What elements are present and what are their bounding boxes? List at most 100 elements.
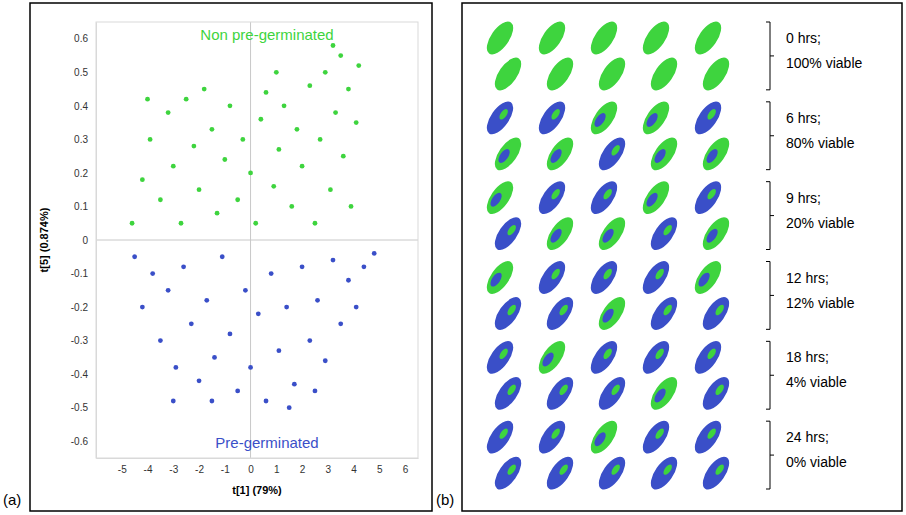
row-viable: 100% viable: [786, 55, 862, 71]
point: [220, 254, 225, 259]
x-tick: 6: [403, 458, 409, 475]
y-tick-label: 0.2: [74, 168, 88, 179]
x-tick-label: -1: [221, 464, 230, 475]
point: [328, 187, 333, 192]
seed-patch: [540, 351, 556, 369]
seed-patch: [704, 147, 720, 165]
seed: [638, 257, 675, 298]
x-tick-label: 6: [403, 464, 409, 475]
y-tick: 0: [82, 235, 96, 246]
point: [354, 305, 359, 310]
row-viable: 80% viable: [786, 135, 855, 151]
seed-body: [698, 213, 735, 254]
seed-patch: [498, 427, 510, 440]
seed: [490, 293, 527, 334]
seed-patch: [488, 271, 504, 289]
seed-body: [482, 416, 519, 457]
point: [240, 137, 245, 142]
seed: [698, 53, 735, 94]
y-axis-line: [96, 23, 97, 459]
point: [284, 305, 289, 310]
point: [222, 157, 227, 162]
point: [282, 103, 287, 108]
seed: [594, 53, 631, 94]
y-tick-label: 0.5: [74, 67, 88, 78]
point: [181, 264, 186, 269]
seed-body: [534, 97, 571, 138]
point: [173, 365, 178, 370]
series-points: [132, 251, 376, 410]
seed-body: [690, 337, 727, 378]
row-time: 0 hrs;: [786, 30, 821, 46]
seed: [586, 17, 623, 58]
seed-patch: [506, 383, 518, 396]
x-tick: -3: [169, 458, 178, 475]
point: [354, 120, 359, 125]
x-tick: -5: [118, 458, 127, 475]
row-time: 12 hrs;: [786, 270, 829, 286]
seed: [490, 53, 527, 94]
point: [140, 305, 145, 310]
row-viable: 20% viable: [786, 215, 855, 231]
seed-patch: [706, 108, 718, 121]
seed-body: [586, 337, 623, 378]
point: [269, 271, 274, 276]
seed: [698, 133, 735, 174]
point: [140, 177, 145, 182]
seed-patch: [602, 267, 614, 280]
seed-patch: [498, 347, 510, 360]
y-tick: 0.6: [74, 33, 96, 44]
seed: [690, 337, 727, 378]
seed-patch: [714, 463, 726, 476]
point: [264, 90, 269, 95]
seed-patch: [496, 147, 512, 165]
point: [256, 311, 261, 316]
seed-patch: [654, 347, 666, 360]
y-tick-label: 0.6: [74, 33, 88, 44]
point: [150, 271, 155, 276]
row-time: 18 hrs;: [786, 349, 829, 365]
seed: [534, 97, 571, 138]
point: [197, 187, 202, 192]
point: [228, 332, 233, 337]
seed-patch: [506, 303, 518, 316]
y-tick-label: 0: [82, 235, 88, 246]
point: [338, 53, 343, 58]
seed-patch: [706, 347, 718, 360]
seed-body: [594, 373, 631, 414]
seed: [534, 177, 571, 218]
point: [179, 221, 184, 226]
seed-body: [638, 337, 675, 378]
seed: [638, 337, 675, 378]
seed-body: [646, 213, 683, 254]
seed-patch: [548, 227, 564, 245]
seed: [490, 373, 527, 414]
point: [145, 97, 150, 102]
seed-patch: [558, 383, 570, 396]
y-tick: -0.3: [71, 335, 96, 346]
y-axis-title: t[5] (0.874%): [38, 207, 50, 272]
point: [292, 382, 297, 387]
point: [210, 127, 215, 132]
seed-body: [490, 293, 527, 334]
seed-body: [646, 53, 683, 94]
point: [235, 197, 240, 202]
seed: [542, 293, 579, 334]
seed: [646, 293, 683, 334]
seed-patch: [654, 427, 666, 440]
seed: [646, 133, 683, 174]
seed-body: [698, 373, 735, 414]
seed: [690, 97, 727, 138]
seed-body: [542, 452, 579, 493]
point: [346, 278, 351, 283]
point: [248, 171, 253, 176]
seed-body: [586, 97, 623, 138]
point: [171, 399, 176, 404]
seed: [490, 213, 527, 254]
point: [338, 321, 343, 326]
seed-patch: [610, 463, 622, 476]
seed: [594, 452, 631, 493]
point: [356, 63, 361, 68]
seed-body: [534, 337, 571, 378]
seed: [542, 53, 579, 94]
